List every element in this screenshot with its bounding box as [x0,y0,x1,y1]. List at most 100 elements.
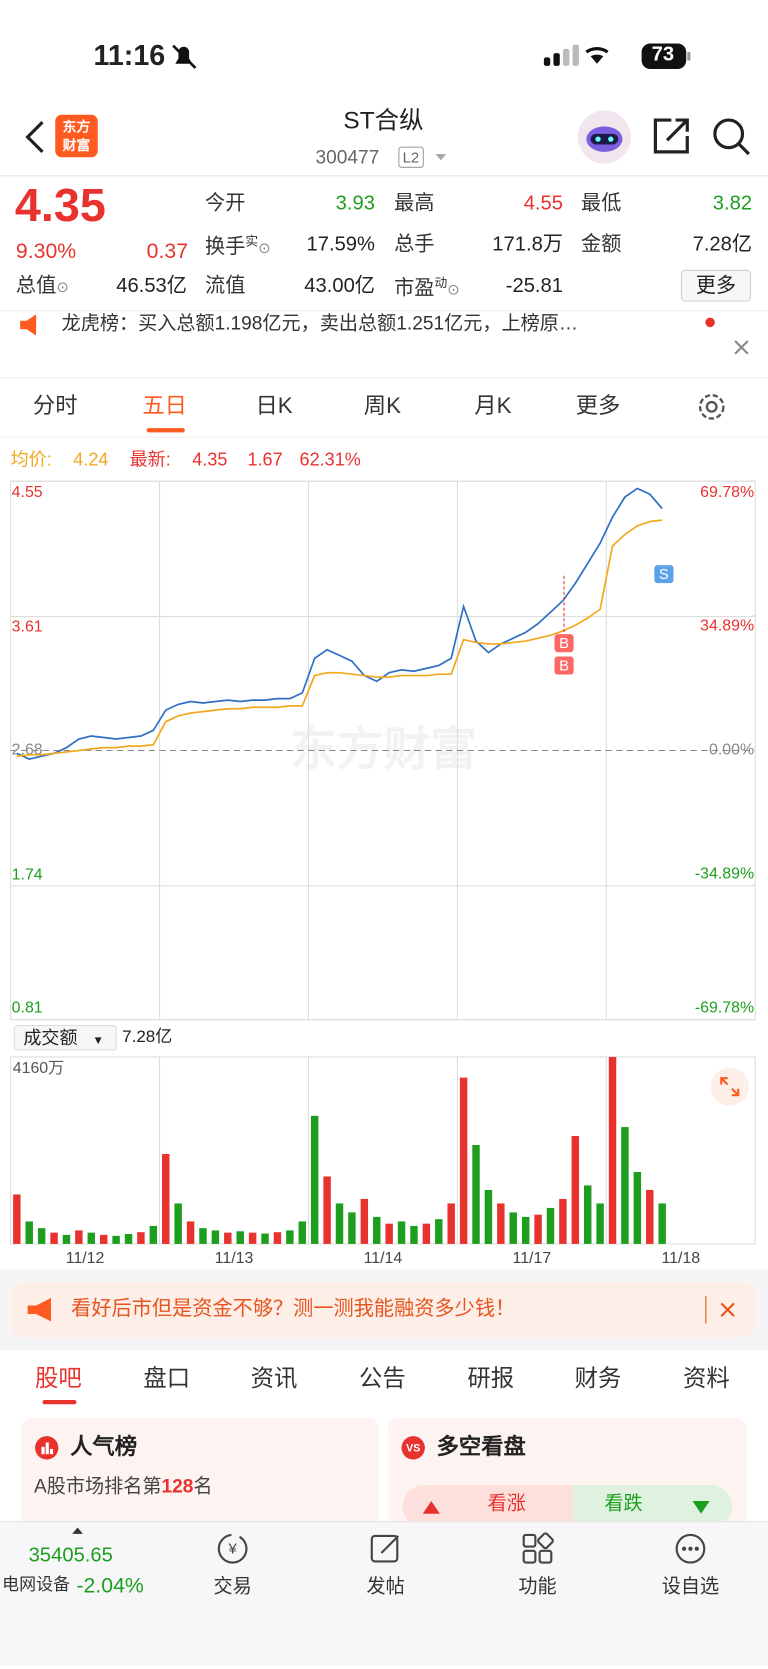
period-tab[interactable]: 周K [363,394,402,419]
dropdown-arrow[interactable] [433,152,448,163]
y-tick-label: 0.81 [12,999,43,1016]
field-value: 46.53亿 [116,275,187,298]
ticker-text[interactable]: 龙虎榜：买入总额1.198亿元，卖出总额1.251亿元，上榜原… [61,312,578,334]
volume-bar [137,1232,145,1244]
field-label-text: 市盈 [394,277,435,300]
popularity-card[interactable]: 人气榜 A股市场排名第128名 [21,1418,380,1535]
share-button[interactable] [650,115,692,157]
info-icon[interactable]: ⊙ [56,278,69,296]
volume-bar [509,1212,517,1244]
settings-button[interactable] [696,391,728,423]
field-value: 7.28亿 [692,233,753,256]
nav-item[interactable]: 设自选 [661,1575,720,1597]
nav-item[interactable]: 交易 [213,1575,252,1597]
promo-banner[interactable]: 看好后市但是资金不够？测一测我能融资多少钱！ [10,1282,756,1338]
expand-button[interactable] [710,1066,750,1106]
volume-bar [559,1198,567,1244]
volume-bar [422,1223,431,1244]
volume-bar [13,1194,21,1244]
search-button[interactable] [710,115,752,157]
volume-bar [323,1176,331,1244]
section-tab[interactable]: 资讯 [250,1364,298,1392]
field-label: 总值⊙ [16,276,69,296]
banner-icon [27,1298,51,1322]
close-ticker[interactable] [733,339,750,356]
rank-prefix: A股市场排名第 [33,1475,162,1497]
volume-bar [583,1185,592,1244]
period-tab-active[interactable]: 五日 [142,394,187,419]
volume-bar [174,1203,182,1244]
sentiment-card[interactable]: VS 多空看盘 看涨 看跌 [387,1418,747,1535]
period-tab[interactable]: 分时 [32,394,78,419]
nav-item[interactable]: 发帖 [366,1575,405,1597]
volume-bar [25,1221,33,1244]
status-icons [543,43,691,70]
stock-name: ST合纵 [343,106,424,134]
section-tab-active[interactable]: 股吧 [35,1364,82,1392]
period-tab[interactable]: 更多 [575,394,621,419]
last-price: 4.35 [14,179,106,232]
field-value: 171.8万 [492,233,563,256]
field-label: 最高 [394,192,435,215]
info-icon[interactable]: ⊙ [258,239,271,257]
x-tick-label: 11/13 [215,1250,254,1267]
bull-button[interactable]: 看涨 [402,1485,573,1528]
volume-bar [534,1214,542,1244]
volume-bar [112,1235,120,1244]
info-icon[interactable]: ⊙ [447,280,460,298]
volume-bar [50,1232,58,1244]
tab-indicator [42,1400,77,1405]
volume-bar [224,1232,232,1244]
field-label-text: 换手 [205,236,246,259]
bull-label: 看涨 [487,1492,526,1514]
rank-suffix: 名 [193,1475,213,1497]
latest-change: 1.67 [247,449,283,470]
card-icon [35,1436,59,1460]
more-button[interactable]: 更多 [680,269,752,302]
buy-marker[interactable]: B [554,634,574,653]
y2-tick-label: -34.89% [695,866,754,883]
down-arrow [692,1500,710,1514]
period-tab[interactable]: 月K [474,394,512,419]
volume-selector[interactable]: 成交额 ▼ [13,1025,117,1051]
volume-bar [385,1223,393,1244]
y2-tick-label: 69.78% [700,484,754,501]
x-tick-label: 11/17 [513,1250,552,1267]
change-amount: 0.37 [146,240,189,264]
volume-bar [236,1231,244,1244]
volume-bar [571,1136,580,1244]
section-tab[interactable]: 盘口 [143,1364,191,1392]
trade-icon: ¥ [217,1533,248,1564]
volume-bar [124,1233,133,1244]
buy-marker[interactable]: B [554,656,574,675]
field-label: 市盈动⊙ [394,276,460,299]
back-button[interactable] [21,119,49,155]
section-tab[interactable]: 财务 [574,1364,622,1392]
stock-code: 300477 [315,146,380,168]
section-tab[interactable]: 研报 [467,1364,515,1392]
volume-bar [199,1228,207,1244]
nav-item[interactable]: 功能 [518,1575,557,1597]
selector-text: 成交额 [23,1028,78,1049]
volume-bar [37,1228,46,1244]
y-tick-label: 2.68 [12,742,43,759]
assistant-avatar[interactable] [576,108,633,165]
collapse-arrow[interactable] [71,1526,84,1534]
bear-button[interactable]: 看跌 [572,1485,732,1528]
field-value: 17.59% [306,233,375,256]
card-title: 人气榜 [70,1435,138,1460]
index-name: 电网设备 [2,1576,71,1595]
volume-bar [149,1225,158,1244]
banner-close[interactable] [719,1301,736,1318]
period-tab[interactable]: 日K [255,394,293,419]
volume-bar [596,1203,604,1244]
selector-arrow: ▼ [92,1034,104,1048]
sell-marker[interactable]: S [654,565,674,584]
x-tick-label: 11/14 [364,1250,403,1267]
section-tab[interactable]: 公告 [359,1364,406,1392]
banner-divider [705,1295,707,1324]
level-badge[interactable]: L2 [398,146,424,168]
y-tick-label: 3.61 [12,618,43,635]
section-tab[interactable]: 资料 [683,1364,730,1392]
